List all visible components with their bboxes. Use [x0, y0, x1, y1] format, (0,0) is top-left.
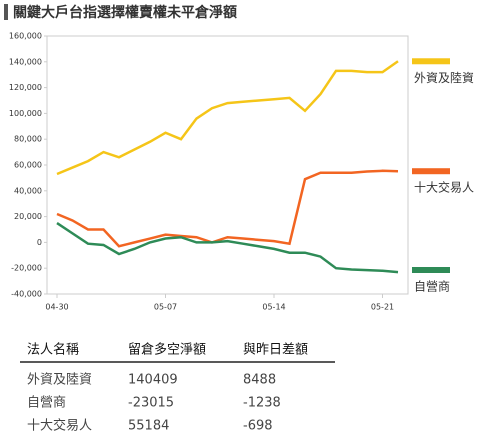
- y-tick-label: -20,000: [11, 264, 42, 273]
- y-tick-label: 60,000: [14, 161, 42, 170]
- y-tick-label: 40,000: [14, 186, 42, 195]
- legend-label: 自營商: [414, 279, 450, 294]
- table-cell: 自營商: [27, 396, 66, 411]
- x-tick-label: 05-14: [262, 303, 285, 312]
- table-cell: 8488: [243, 373, 276, 388]
- legend-swatch: [412, 267, 450, 273]
- title-bar: [4, 4, 8, 20]
- x-tick-label: 04-30: [45, 303, 68, 312]
- table-cell: -23015: [128, 396, 174, 411]
- plot-frame: [46, 35, 409, 295]
- legend-swatch: [412, 168, 450, 175]
- y-tick-label: 140,000: [9, 57, 42, 66]
- y-tick-label: 20,000: [14, 212, 42, 221]
- y-tick-label: 80,000: [14, 135, 42, 144]
- legend-label: 十大交易人: [414, 180, 474, 195]
- series-line: [56, 222, 399, 274]
- table-cell: 55184: [128, 419, 169, 434]
- y-tick-label: -40,000: [11, 290, 42, 299]
- table-cell: -1238: [243, 396, 281, 411]
- x-tick-label: 05-21: [371, 303, 394, 312]
- table-header: 與昨日差額: [243, 343, 308, 358]
- table-cell: 140409: [128, 373, 178, 388]
- chart-title: 關鍵大戶台指選擇權賣權未平倉淨額: [13, 4, 237, 21]
- table-header: 留倉多空淨額: [128, 342, 206, 358]
- table-cell: -698: [243, 419, 273, 434]
- y-tick-label: 0: [37, 238, 42, 247]
- y-tick-label: 120,000: [9, 83, 42, 92]
- x-tick-label: 05-07: [154, 303, 177, 312]
- table-cell: 外資及陸資: [27, 372, 92, 388]
- table-cell: 十大交易人: [27, 418, 92, 434]
- series-line: [56, 169, 399, 248]
- y-tick-label: 100,000: [9, 109, 42, 118]
- legend-swatch: [412, 58, 450, 65]
- y-tick-label: 160,000: [9, 32, 42, 41]
- series-line: [56, 60, 399, 176]
- table-header: 法人名稱: [27, 342, 79, 358]
- legend-label: 外資及陸資: [414, 71, 474, 85]
